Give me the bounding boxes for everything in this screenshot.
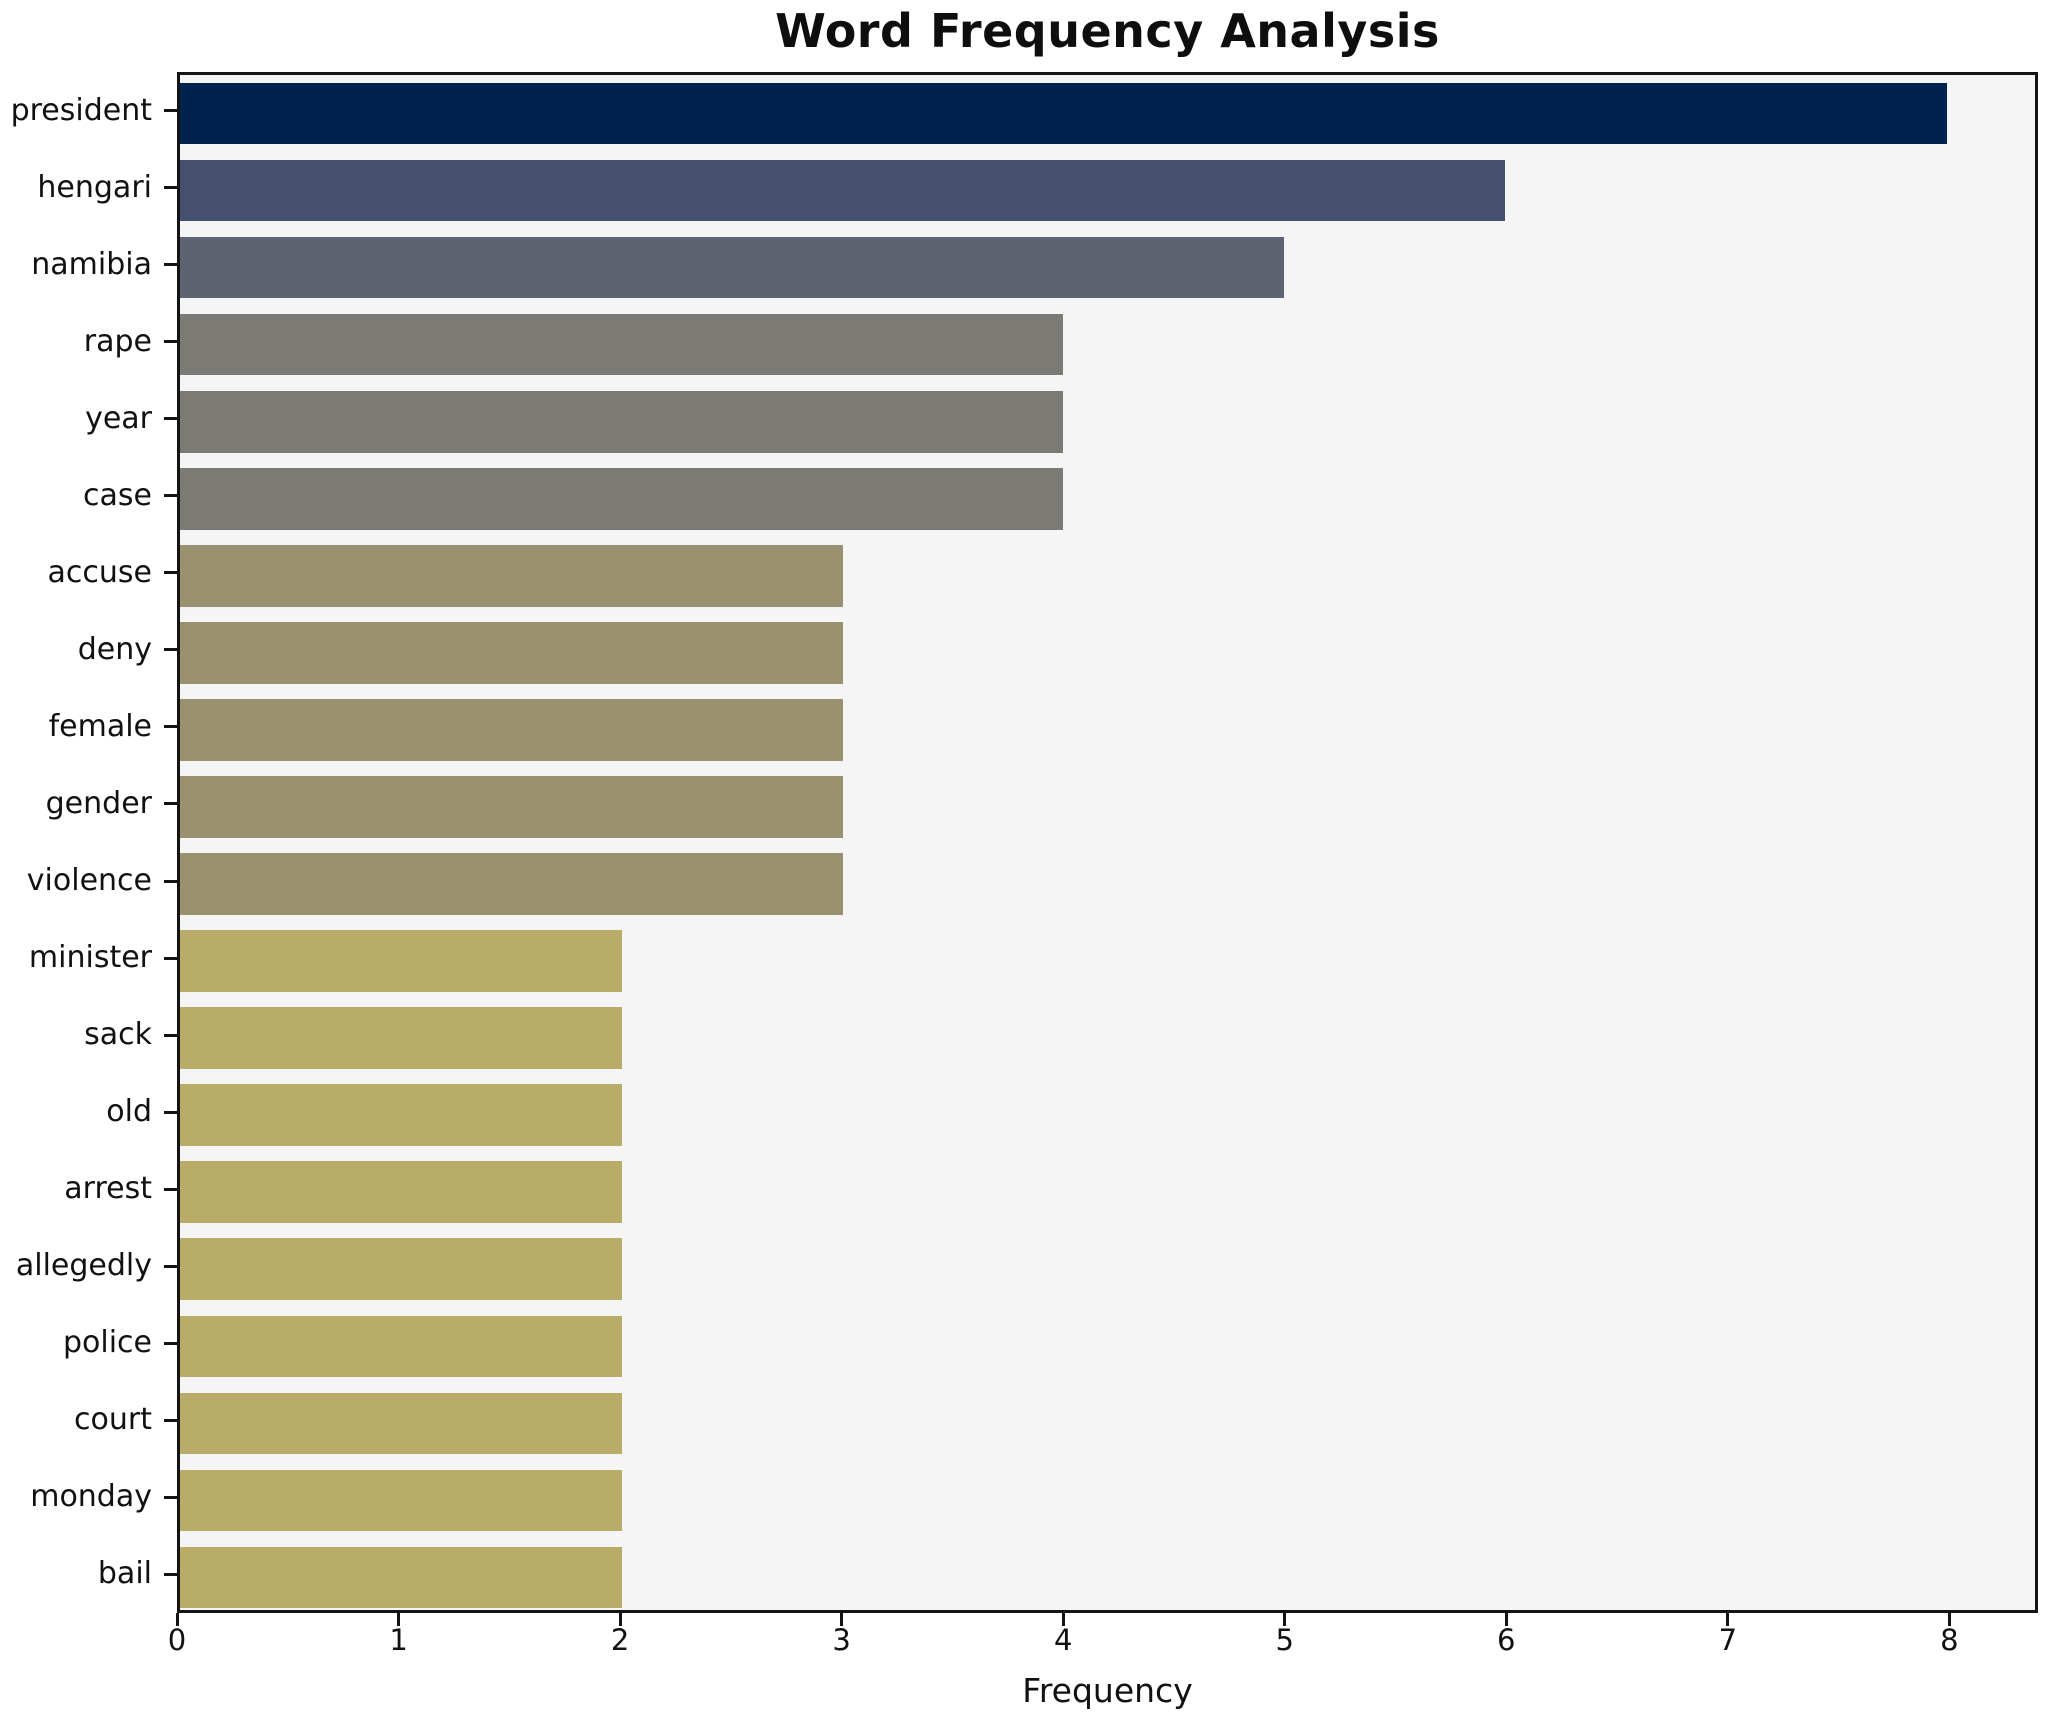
y-tick-mark bbox=[164, 802, 177, 806]
x-tick-label-8: 8 bbox=[1940, 1623, 1959, 1657]
x-tick-mark bbox=[175, 1613, 179, 1626]
x-tick-label-2: 2 bbox=[610, 1623, 630, 1657]
x-tick-label-7: 7 bbox=[1718, 1623, 1738, 1657]
bar-accuse bbox=[180, 545, 843, 607]
y-tick-label-violence: violence bbox=[26, 863, 152, 899]
y-tick-mark bbox=[164, 1341, 177, 1345]
y-tick-mark bbox=[164, 648, 177, 652]
y-tick-mark bbox=[164, 1495, 177, 1499]
x-tick-mark bbox=[1726, 1613, 1730, 1626]
x-tick-label-4: 4 bbox=[1053, 1623, 1073, 1657]
y-tick-mark bbox=[164, 109, 177, 113]
y-tick-label-case: case bbox=[83, 477, 152, 513]
y-tick-label-court: court bbox=[74, 1402, 152, 1438]
bar-president bbox=[180, 82, 1947, 145]
bar-deny bbox=[180, 622, 843, 684]
y-tick-mark bbox=[164, 417, 177, 421]
y-tick-mark bbox=[164, 879, 177, 883]
x-tick-label-1: 1 bbox=[389, 1623, 408, 1657]
y-tick-mark bbox=[164, 186, 177, 190]
x-axis-title: Frequency bbox=[1022, 1671, 1193, 1710]
bar-case bbox=[180, 467, 1064, 530]
bar-court bbox=[180, 1392, 622, 1455]
x-tick-mark bbox=[1061, 1613, 1065, 1626]
y-tick-label-hengari: hengari bbox=[37, 169, 152, 205]
y-tick-label-arrest: arrest bbox=[64, 1171, 152, 1207]
bar-old bbox=[180, 1084, 622, 1146]
y-tick-mark bbox=[164, 1033, 177, 1037]
y-tick-label-minister: minister bbox=[28, 940, 152, 976]
y-tick-label-old: old bbox=[106, 1094, 152, 1130]
bar-gender bbox=[180, 776, 843, 838]
x-tick-mark bbox=[1283, 1613, 1287, 1626]
y-tick-mark bbox=[164, 956, 177, 960]
y-tick-label-accuse: accuse bbox=[47, 554, 152, 590]
y-tick-mark bbox=[164, 571, 177, 575]
y-tick-mark bbox=[164, 1110, 177, 1114]
bar-year bbox=[180, 390, 1064, 453]
y-tick-label-rape: rape bbox=[83, 323, 152, 359]
bar-police bbox=[180, 1315, 622, 1378]
x-tick-label-3: 3 bbox=[832, 1623, 851, 1657]
y-tick-label-deny: deny bbox=[77, 631, 152, 667]
y-tick-mark bbox=[164, 725, 177, 729]
chart-title: Word Frequency Analysis bbox=[775, 4, 1440, 58]
x-tick-mark bbox=[840, 1613, 844, 1626]
plot-area bbox=[177, 72, 2038, 1613]
bar-sack bbox=[180, 1007, 622, 1069]
x-tick-mark bbox=[397, 1613, 401, 1626]
y-tick-label-monday: monday bbox=[30, 1479, 152, 1515]
y-tick-label-president: president bbox=[10, 92, 152, 128]
x-tick-label-6: 6 bbox=[1497, 1623, 1516, 1657]
y-tick-mark bbox=[164, 263, 177, 267]
bar-rape bbox=[180, 313, 1064, 376]
x-tick-mark bbox=[1947, 1613, 1951, 1626]
y-tick-mark bbox=[164, 494, 177, 498]
y-tick-label-year: year bbox=[85, 400, 152, 436]
y-tick-label-namibia: namibia bbox=[31, 246, 152, 282]
bar-namibia bbox=[180, 236, 1285, 299]
y-tick-mark bbox=[164, 1418, 177, 1422]
bar-female bbox=[180, 699, 843, 761]
y-tick-label-bail: bail bbox=[97, 1556, 152, 1592]
x-tick-label-5: 5 bbox=[1275, 1623, 1294, 1657]
x-tick-mark bbox=[1504, 1613, 1508, 1626]
y-tick-label-gender: gender bbox=[45, 785, 152, 821]
y-tick-label-female: female bbox=[48, 708, 152, 744]
bar-allegedly bbox=[180, 1238, 622, 1301]
bar-arrest bbox=[180, 1161, 622, 1224]
bar-minister bbox=[180, 930, 622, 992]
bar-hengari bbox=[180, 159, 1505, 222]
x-tick-mark bbox=[618, 1613, 622, 1626]
y-tick-mark bbox=[164, 1187, 177, 1191]
y-tick-mark bbox=[164, 340, 177, 344]
y-tick-label-allegedly: allegedly bbox=[15, 1248, 152, 1284]
y-tick-label-police: police bbox=[62, 1325, 152, 1361]
bar-bail bbox=[180, 1546, 622, 1609]
y-tick-mark bbox=[164, 1572, 177, 1576]
bar-monday bbox=[180, 1469, 622, 1532]
y-tick-label-sack: sack bbox=[84, 1017, 152, 1053]
x-tick-label-0: 0 bbox=[167, 1623, 187, 1657]
bar-violence bbox=[180, 853, 843, 915]
y-tick-mark bbox=[164, 1264, 177, 1268]
